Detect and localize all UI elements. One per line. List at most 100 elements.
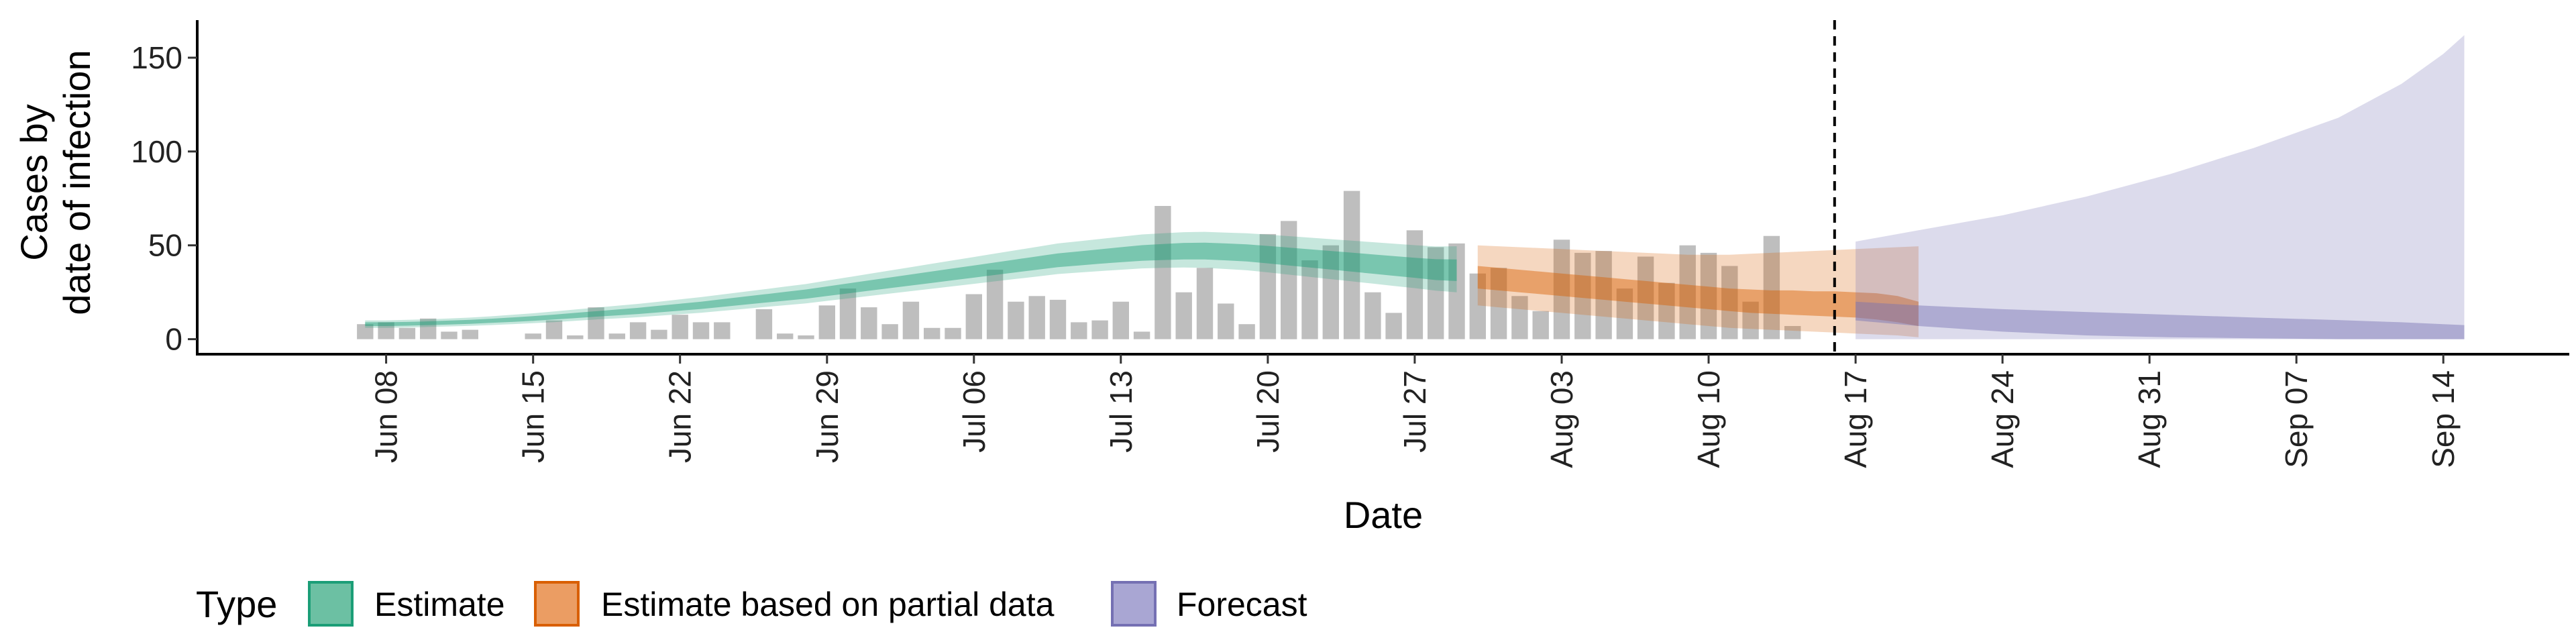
x-tick-label: Jul 27	[1397, 370, 1432, 453]
legend-swatch-forecast	[1111, 581, 1157, 627]
axes: Jun 08 Jun 15 Jun 22 Jun 29 Jul 06 Jul 13 Jul …	[131, 20, 2569, 468]
bar-reported-cases	[1532, 311, 1549, 339]
bar-reported-cases	[525, 333, 541, 339]
y-tick-label: 0	[165, 322, 182, 357]
y-tick-label: 50	[148, 228, 182, 263]
x-tick-label: Jul 06	[957, 370, 991, 453]
bar-reported-cases	[755, 309, 773, 339]
bar-reported-cases	[462, 329, 478, 339]
bar-reported-cases	[1218, 303, 1234, 339]
bar-reported-cases	[1175, 292, 1192, 339]
y-tick-label: 150	[131, 40, 182, 75]
partial-band-90	[1477, 245, 1919, 337]
x-tick-label: Aug 03	[1544, 370, 1579, 468]
estimate-band-90	[365, 231, 1457, 328]
bar-reported-cases	[588, 307, 604, 339]
y-axis-title-line-1: Cases by	[13, 104, 55, 260]
bar-reported-cases	[798, 335, 814, 339]
reported-cases-bars	[357, 191, 1801, 339]
x-tick-label: Jun 29	[810, 370, 845, 463]
bar-reported-cases	[1763, 235, 1780, 339]
bar-reported-cases	[1595, 251, 1612, 339]
bar-reported-cases	[1616, 288, 1633, 339]
bar-reported-cases	[1322, 245, 1339, 339]
bar-reported-cases	[861, 307, 877, 339]
bar-reported-cases	[881, 324, 898, 339]
bar-reported-cases	[1385, 313, 1402, 339]
bar-reported-cases	[1238, 324, 1255, 339]
bar-reported-cases	[1301, 260, 1318, 339]
x-tick-label: Jul 13	[1104, 370, 1138, 453]
bar-reported-cases	[420, 318, 437, 339]
bar-reported-cases	[1028, 296, 1045, 339]
bar-reported-cases	[1133, 331, 1150, 339]
legend-item-forecast: Forecast	[1111, 581, 1307, 627]
bar-reported-cases	[378, 322, 394, 339]
bar-reported-cases	[1490, 268, 1507, 339]
bar-reported-cases	[1071, 322, 1087, 339]
bar-reported-cases	[945, 327, 961, 339]
bar-reported-cases	[1658, 282, 1675, 339]
bar-reported-cases	[1721, 266, 1738, 339]
bar-reported-cases	[1742, 301, 1759, 339]
x-tick-label: Aug 31	[2132, 370, 2167, 468]
bar-reported-cases	[1008, 301, 1024, 339]
y-axis-title-line-2: date of infection	[56, 50, 98, 315]
x-tick-label: Sep 07	[2279, 370, 2314, 468]
legend-item-partial: Estimate based on partial data	[534, 581, 1055, 627]
legend-label-estimate: Estimate	[374, 586, 505, 623]
x-tick-label: Aug 24	[1985, 370, 2020, 468]
bar-reported-cases	[629, 322, 647, 339]
legend-label-forecast: Forecast	[1177, 586, 1307, 623]
y-axis-title: Cases by date of infection	[13, 50, 98, 315]
bar-reported-cases	[357, 324, 374, 339]
bar-reported-cases	[924, 327, 941, 339]
bar-reported-cases	[1679, 245, 1696, 339]
bar-reported-cases	[1112, 301, 1129, 339]
bar-reported-cases	[1448, 243, 1465, 339]
bar-reported-cases	[1364, 292, 1381, 339]
legend-label-partial: Estimate based on partial data	[601, 586, 1055, 623]
bar-reported-cases	[1343, 191, 1360, 339]
legend: Type Estimate Estimate based on partial …	[196, 581, 1307, 627]
plot-area	[357, 20, 2465, 354]
bar-reported-cases	[1553, 239, 1570, 339]
bar-reported-cases	[545, 320, 563, 339]
bar-reported-cases	[692, 322, 710, 339]
bar-reported-cases	[777, 333, 794, 339]
x-tick-label: Aug 17	[1838, 370, 1873, 468]
bar-reported-cases	[567, 335, 584, 339]
forecast-band-50	[1856, 301, 2465, 339]
bar-reported-cases	[902, 301, 920, 339]
estimate-band-50	[365, 242, 1457, 326]
x-tick-label: Jun 15	[516, 370, 551, 463]
bar-reported-cases	[1091, 320, 1108, 339]
bar-reported-cases	[839, 288, 857, 339]
bar-reported-cases	[714, 322, 731, 339]
x-tick-label: Jun 08	[369, 370, 404, 463]
bar-reported-cases	[1700, 252, 1717, 339]
bar-reported-cases	[1196, 268, 1214, 339]
bar-reported-cases	[986, 270, 1004, 339]
bar-reported-cases	[608, 333, 625, 339]
x-tick-label: Jun 22	[663, 370, 698, 463]
x-tick-label: Jul 20	[1250, 370, 1285, 453]
bar-reported-cases	[1049, 299, 1067, 339]
bar-reported-cases	[1469, 273, 1486, 339]
bar-reported-cases	[965, 294, 982, 339]
legend-swatch-estimate	[308, 581, 354, 627]
bar-reported-cases	[1784, 326, 1801, 339]
bar-reported-cases	[441, 331, 458, 339]
bar-reported-cases	[651, 329, 667, 339]
bar-reported-cases	[1259, 233, 1277, 339]
legend-item-estimate: Estimate	[308, 581, 505, 627]
y-tick-label: 100	[131, 134, 182, 169]
bar-reported-cases	[1574, 252, 1591, 339]
bar-reported-cases	[1155, 206, 1171, 339]
bar-reported-cases	[1406, 230, 1424, 339]
legend-title: Type	[196, 583, 277, 625]
bar-reported-cases	[1511, 296, 1528, 339]
bar-reported-cases	[1428, 247, 1444, 339]
bar-reported-cases	[1281, 221, 1297, 339]
